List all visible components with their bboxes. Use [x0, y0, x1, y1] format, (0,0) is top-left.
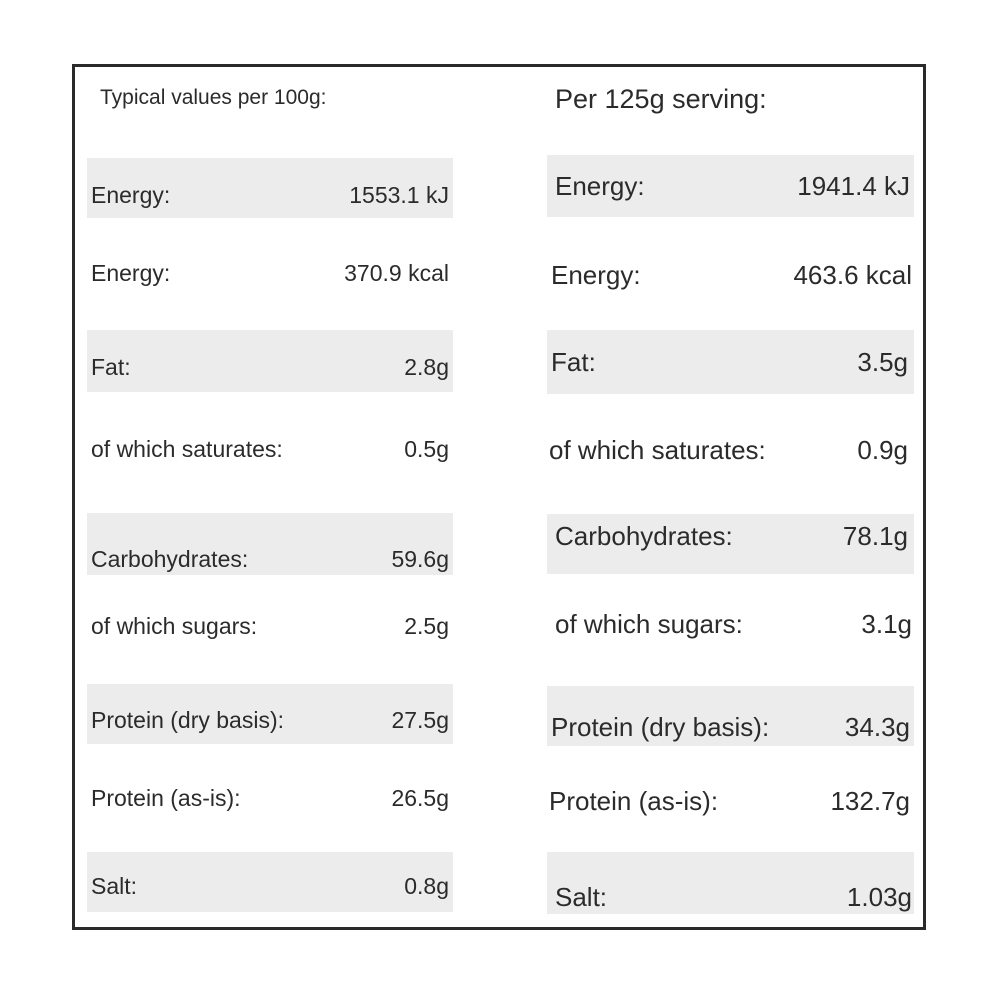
nutrient-value: 0.8g: [404, 872, 449, 899]
nutrient-label: Energy:: [555, 170, 645, 201]
nutrient-value: 34.3g: [844, 711, 910, 742]
nutrient-label: Protein (as-is):: [91, 784, 241, 811]
nutrition-row-fat: Fat: 3.5g: [547, 330, 914, 394]
nutrient-value: 27.5g: [391, 707, 449, 733]
nutrition-row-protein-as-is: Protein (as-is): 26.5g: [87, 775, 453, 821]
nutrient-label: Salt:: [555, 881, 608, 912]
nutrition-row-sugars: of which sugars: 2.5g: [87, 603, 453, 649]
nutrient-label: of which saturates:: [549, 434, 766, 465]
nutrient-label: Protein (dry basis):: [91, 707, 285, 733]
nutrient-value: 59.6g: [391, 545, 449, 572]
nutrient-value: 463.6 kcal: [793, 259, 912, 290]
nutrition-row-energy-kcal: Energy: 463.6 kcal: [547, 252, 914, 298]
nutrient-label: Protein (dry basis):: [551, 711, 770, 742]
nutrition-row-energy-kj: Energy: 1553.1 kJ: [87, 158, 453, 218]
nutrient-label: Fat:: [551, 346, 596, 377]
nutrient-value: 0.5g: [404, 435, 449, 462]
nutrient-value: 0.9g: [857, 434, 908, 465]
nutrient-label: Energy:: [91, 181, 171, 208]
per-serving-heading: Per 125g serving:: [555, 84, 767, 114]
nutrient-label: Energy:: [551, 259, 641, 290]
nutrition-row-saturates: of which saturates: 0.5g: [87, 426, 453, 472]
nutrition-row-fat: Fat: 2.8g: [87, 330, 453, 392]
nutrient-label: of which saturates:: [91, 435, 283, 462]
nutrition-row-energy-kcal: Energy: 370.9 kcal: [87, 250, 453, 296]
per-100g-heading: Typical values per 100g:: [100, 86, 327, 109]
nutrient-label: Protein (as-is):: [549, 785, 719, 816]
nutrient-value: 3.1g: [861, 608, 912, 639]
nutrient-value: 1553.1 kJ: [349, 181, 449, 208]
nutrient-value: 370.9 kcal: [344, 259, 449, 286]
nutrient-value: 1941.4 kJ: [797, 170, 910, 201]
nutrition-row-energy-kj: Energy: 1941.4 kJ: [547, 155, 914, 217]
nutrient-label: Carbohydrates:: [555, 520, 733, 551]
nutrient-label: Carbohydrates:: [91, 545, 249, 572]
nutrition-row-salt: Salt: 1.03g: [547, 852, 914, 914]
nutrient-value: 132.7g: [830, 785, 910, 816]
nutrition-row-carbohydrates: Carbohydrates: 59.6g: [87, 513, 453, 575]
nutrient-value: 2.5g: [404, 612, 449, 639]
nutrient-label: Fat:: [91, 353, 131, 380]
nutrient-label: Energy:: [91, 259, 171, 286]
nutrition-row-saturates: of which saturates: 0.9g: [547, 427, 914, 473]
nutrition-row-sugars: of which sugars: 3.1g: [547, 601, 914, 647]
nutrition-row-salt: Salt: 0.8g: [87, 852, 453, 912]
nutrition-row-protein-dry: Protein (dry basis): 27.5g: [87, 684, 453, 744]
nutrient-value: 3.5g: [857, 346, 908, 377]
nutrient-label: Salt:: [91, 872, 138, 899]
nutrition-row-protein-dry: Protein (dry basis): 34.3g: [547, 686, 914, 746]
nutrient-value: 1.03g: [846, 881, 912, 912]
nutrient-value: 26.5g: [391, 784, 449, 811]
nutrient-value: 2.8g: [404, 353, 449, 380]
nutrition-row-carbohydrates: Carbohydrates: 78.1g: [547, 514, 914, 574]
nutrient-label: of which sugars:: [91, 612, 258, 639]
nutrient-label: of which sugars:: [555, 608, 743, 639]
nutrient-value: 78.1g: [842, 520, 908, 551]
nutrition-row-protein-as-is: Protein (as-is): 132.7g: [547, 778, 914, 824]
